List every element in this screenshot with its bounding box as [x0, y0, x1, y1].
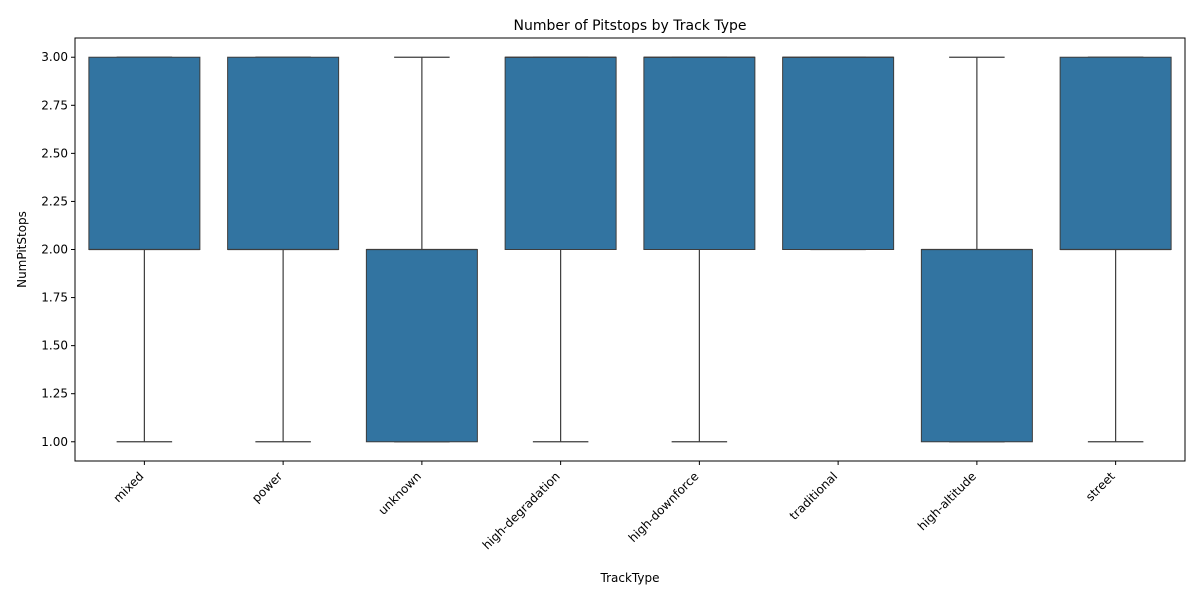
box-high-degradation — [504, 56, 617, 250]
y-tick-label: 2.75 — [41, 98, 68, 112]
x-axis-label: TrackType — [600, 571, 660, 585]
box-power — [227, 56, 340, 250]
y-tick-label: 1.75 — [41, 291, 68, 305]
y-axis-label: NumPitStops — [15, 211, 29, 288]
chart-title: Number of Pitstops by Track Type — [514, 18, 747, 34]
x-tick-label: high-downforce — [626, 469, 702, 545]
box-high-downforce — [643, 56, 756, 250]
y-tick-label: 2.50 — [41, 146, 68, 160]
x-tick-label: high-altitude — [915, 469, 979, 533]
x-tick-label: street — [1083, 469, 1118, 504]
plot-frame — [74, 37, 1186, 462]
x-tick-label: unknown — [376, 469, 424, 517]
y-tick-label: 2.25 — [41, 194, 68, 208]
box-street — [1059, 56, 1172, 250]
box-unknown — [365, 249, 478, 443]
plot-area: 1.00 1.25 1.50 1.75 2.00 2.25 2.50 2.75 3.00 mixe… — [41, 50, 1172, 552]
box-traditional — [782, 56, 895, 250]
y-tick-label: 1.50 — [41, 339, 68, 353]
x-tick-label: high-degradation — [480, 469, 563, 552]
x-tick-label: mixed — [111, 469, 147, 505]
box-high-altitude — [920, 249, 1033, 443]
y-tick-label: 2.00 — [41, 243, 68, 257]
y-tick-label: 3.00 — [41, 50, 68, 64]
x-tick-label: traditional — [787, 469, 840, 522]
y-tick-label: 1.00 — [41, 435, 68, 449]
box-mixed — [88, 56, 201, 250]
x-tick-label: power — [249, 469, 285, 505]
y-tick-label: 1.25 — [41, 387, 68, 401]
